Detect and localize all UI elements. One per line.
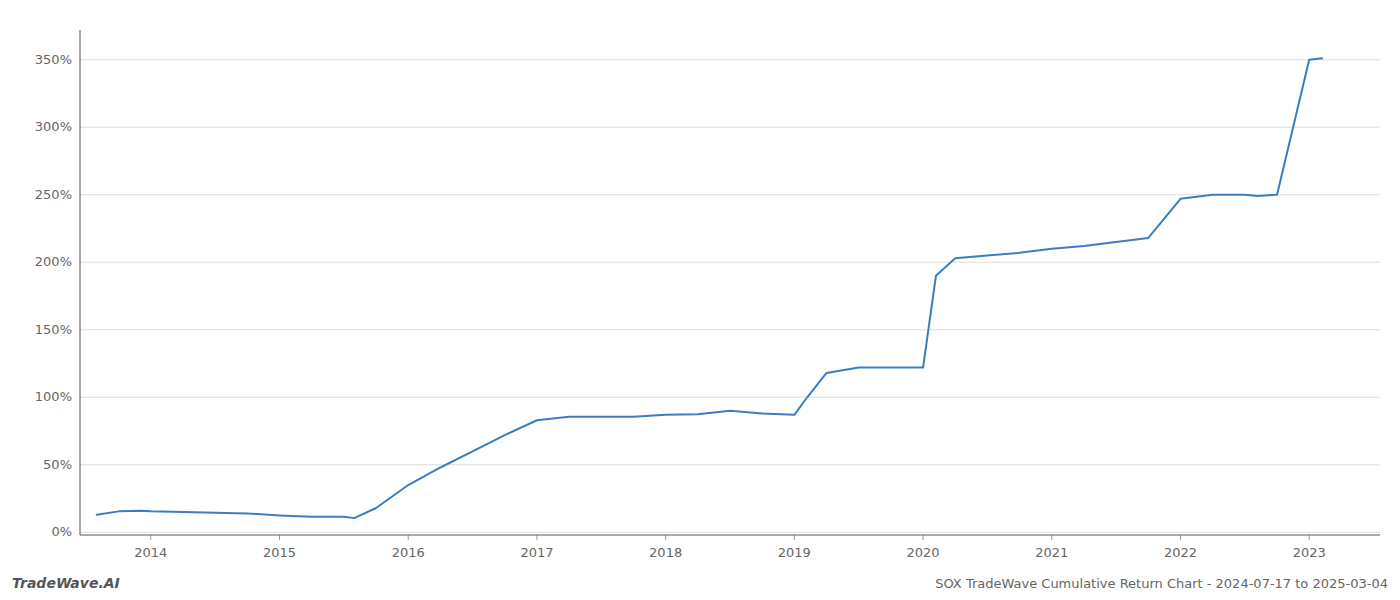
line xyxy=(97,58,1322,518)
tick-label: 2022 xyxy=(1164,545,1197,560)
grid-line xyxy=(80,262,1380,263)
tick-label: 2017 xyxy=(520,545,553,560)
y-axis-line xyxy=(80,30,81,535)
tick-mark xyxy=(279,535,280,540)
tick-label: 100% xyxy=(35,389,72,404)
grid-line xyxy=(80,397,1380,398)
y-axis: 0% 50% 100% 150% 200% 250% 300% 350% xyxy=(35,52,1380,540)
grid-line xyxy=(80,329,1380,330)
tick-label: 2018 xyxy=(649,545,682,560)
watermark: TradeWave.AI xyxy=(12,575,120,591)
tick-mark xyxy=(1180,535,1181,540)
tick-mark xyxy=(665,535,666,540)
tick-label: 300% xyxy=(35,119,72,134)
tick-label: 150% xyxy=(35,322,72,337)
tick-mark xyxy=(794,535,795,540)
grid-line xyxy=(80,194,1380,195)
grid-line xyxy=(80,127,1380,128)
tick-label: 200% xyxy=(35,254,72,269)
tick-mark xyxy=(408,535,409,540)
tick-mark xyxy=(1051,535,1052,540)
tick-mark xyxy=(1309,535,1310,540)
tick-label: 2019 xyxy=(778,545,811,560)
tick-label: 2014 xyxy=(134,545,167,560)
tick-label: 350% xyxy=(35,52,72,67)
tick-label: 2020 xyxy=(907,545,940,560)
grid-line xyxy=(80,532,1380,533)
x-axis-line xyxy=(80,535,1380,536)
tick-label: 2015 xyxy=(263,545,296,560)
title: SOX TradeWave Cumulative Return Chart - … xyxy=(935,576,1388,591)
tick-label: 2016 xyxy=(392,545,425,560)
tick-mark xyxy=(150,535,151,540)
plot-area xyxy=(97,58,1322,518)
tick-mark xyxy=(536,535,537,540)
grid-line xyxy=(80,464,1380,465)
x-axis: 2014 2015 2016 2017 2018 2019 2020 2021 2022 2023 xyxy=(134,535,1326,560)
tick-label: 250% xyxy=(35,187,72,202)
tick-label: 50% xyxy=(43,457,72,472)
chart: 0%50%100%150%200%250%300%350%20142015201… xyxy=(0,0,1400,600)
tick-label: 0% xyxy=(51,524,72,539)
grid-line xyxy=(80,59,1380,60)
tick-mark xyxy=(923,535,924,540)
tick-label: 2023 xyxy=(1293,545,1326,560)
tick-label: 2021 xyxy=(1035,545,1068,560)
